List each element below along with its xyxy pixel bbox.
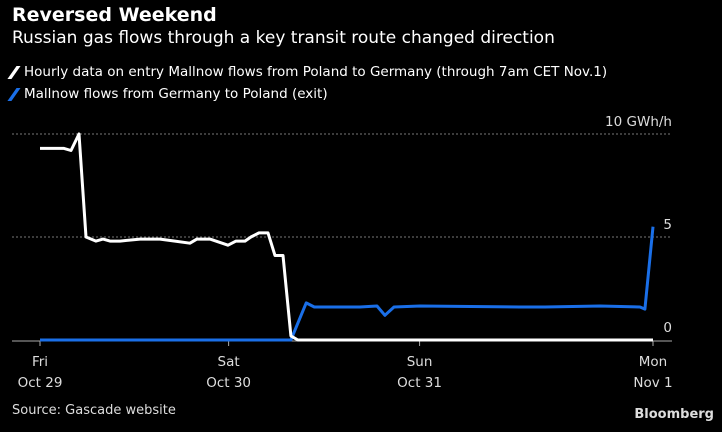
x-tick-label-date: Oct 30 <box>206 375 251 391</box>
chart-title: Reversed Weekend <box>12 4 217 26</box>
x-tick-label-date: Oct 29 <box>18 375 63 391</box>
y-tick-label: 10 GWh/h <box>605 114 672 130</box>
legend-label: Mallnow flows from Germany to Poland (ex… <box>24 86 328 102</box>
source-note: Source: Gascade website <box>12 403 176 418</box>
x-tick-label-date: Nov 1 <box>633 375 672 391</box>
bloomberg-logo: Bloomberg <box>634 407 714 422</box>
y-tick-label: 5 <box>663 217 672 233</box>
x-tick-label-day: Mon <box>639 354 667 370</box>
x-tick-label-day: Sat <box>218 354 240 370</box>
x-tick-label-date: Oct 31 <box>397 375 442 391</box>
line-chart: 10 GWh/h 5 0 Fri Oct 29 Sat Oct 30 Sun Oct 31 Mon… <box>12 114 673 391</box>
y-tick-label: 0 <box>663 320 672 336</box>
x-tick-label-day: Sun <box>407 354 433 370</box>
series-line-exit <box>40 226 655 342</box>
x-tick-label-day: Fri <box>32 354 48 370</box>
legend-item-exit: Mallnow flows from Germany to Poland (ex… <box>7 86 328 102</box>
legend-label: Hourly data on entry Mallnow flows from … <box>24 64 608 80</box>
chart-subtitle: Russian gas flows through a key transit … <box>12 28 555 48</box>
series-line-entry <box>40 132 653 342</box>
legend-item-entry: Hourly data on entry Mallnow flows from … <box>7 64 608 80</box>
